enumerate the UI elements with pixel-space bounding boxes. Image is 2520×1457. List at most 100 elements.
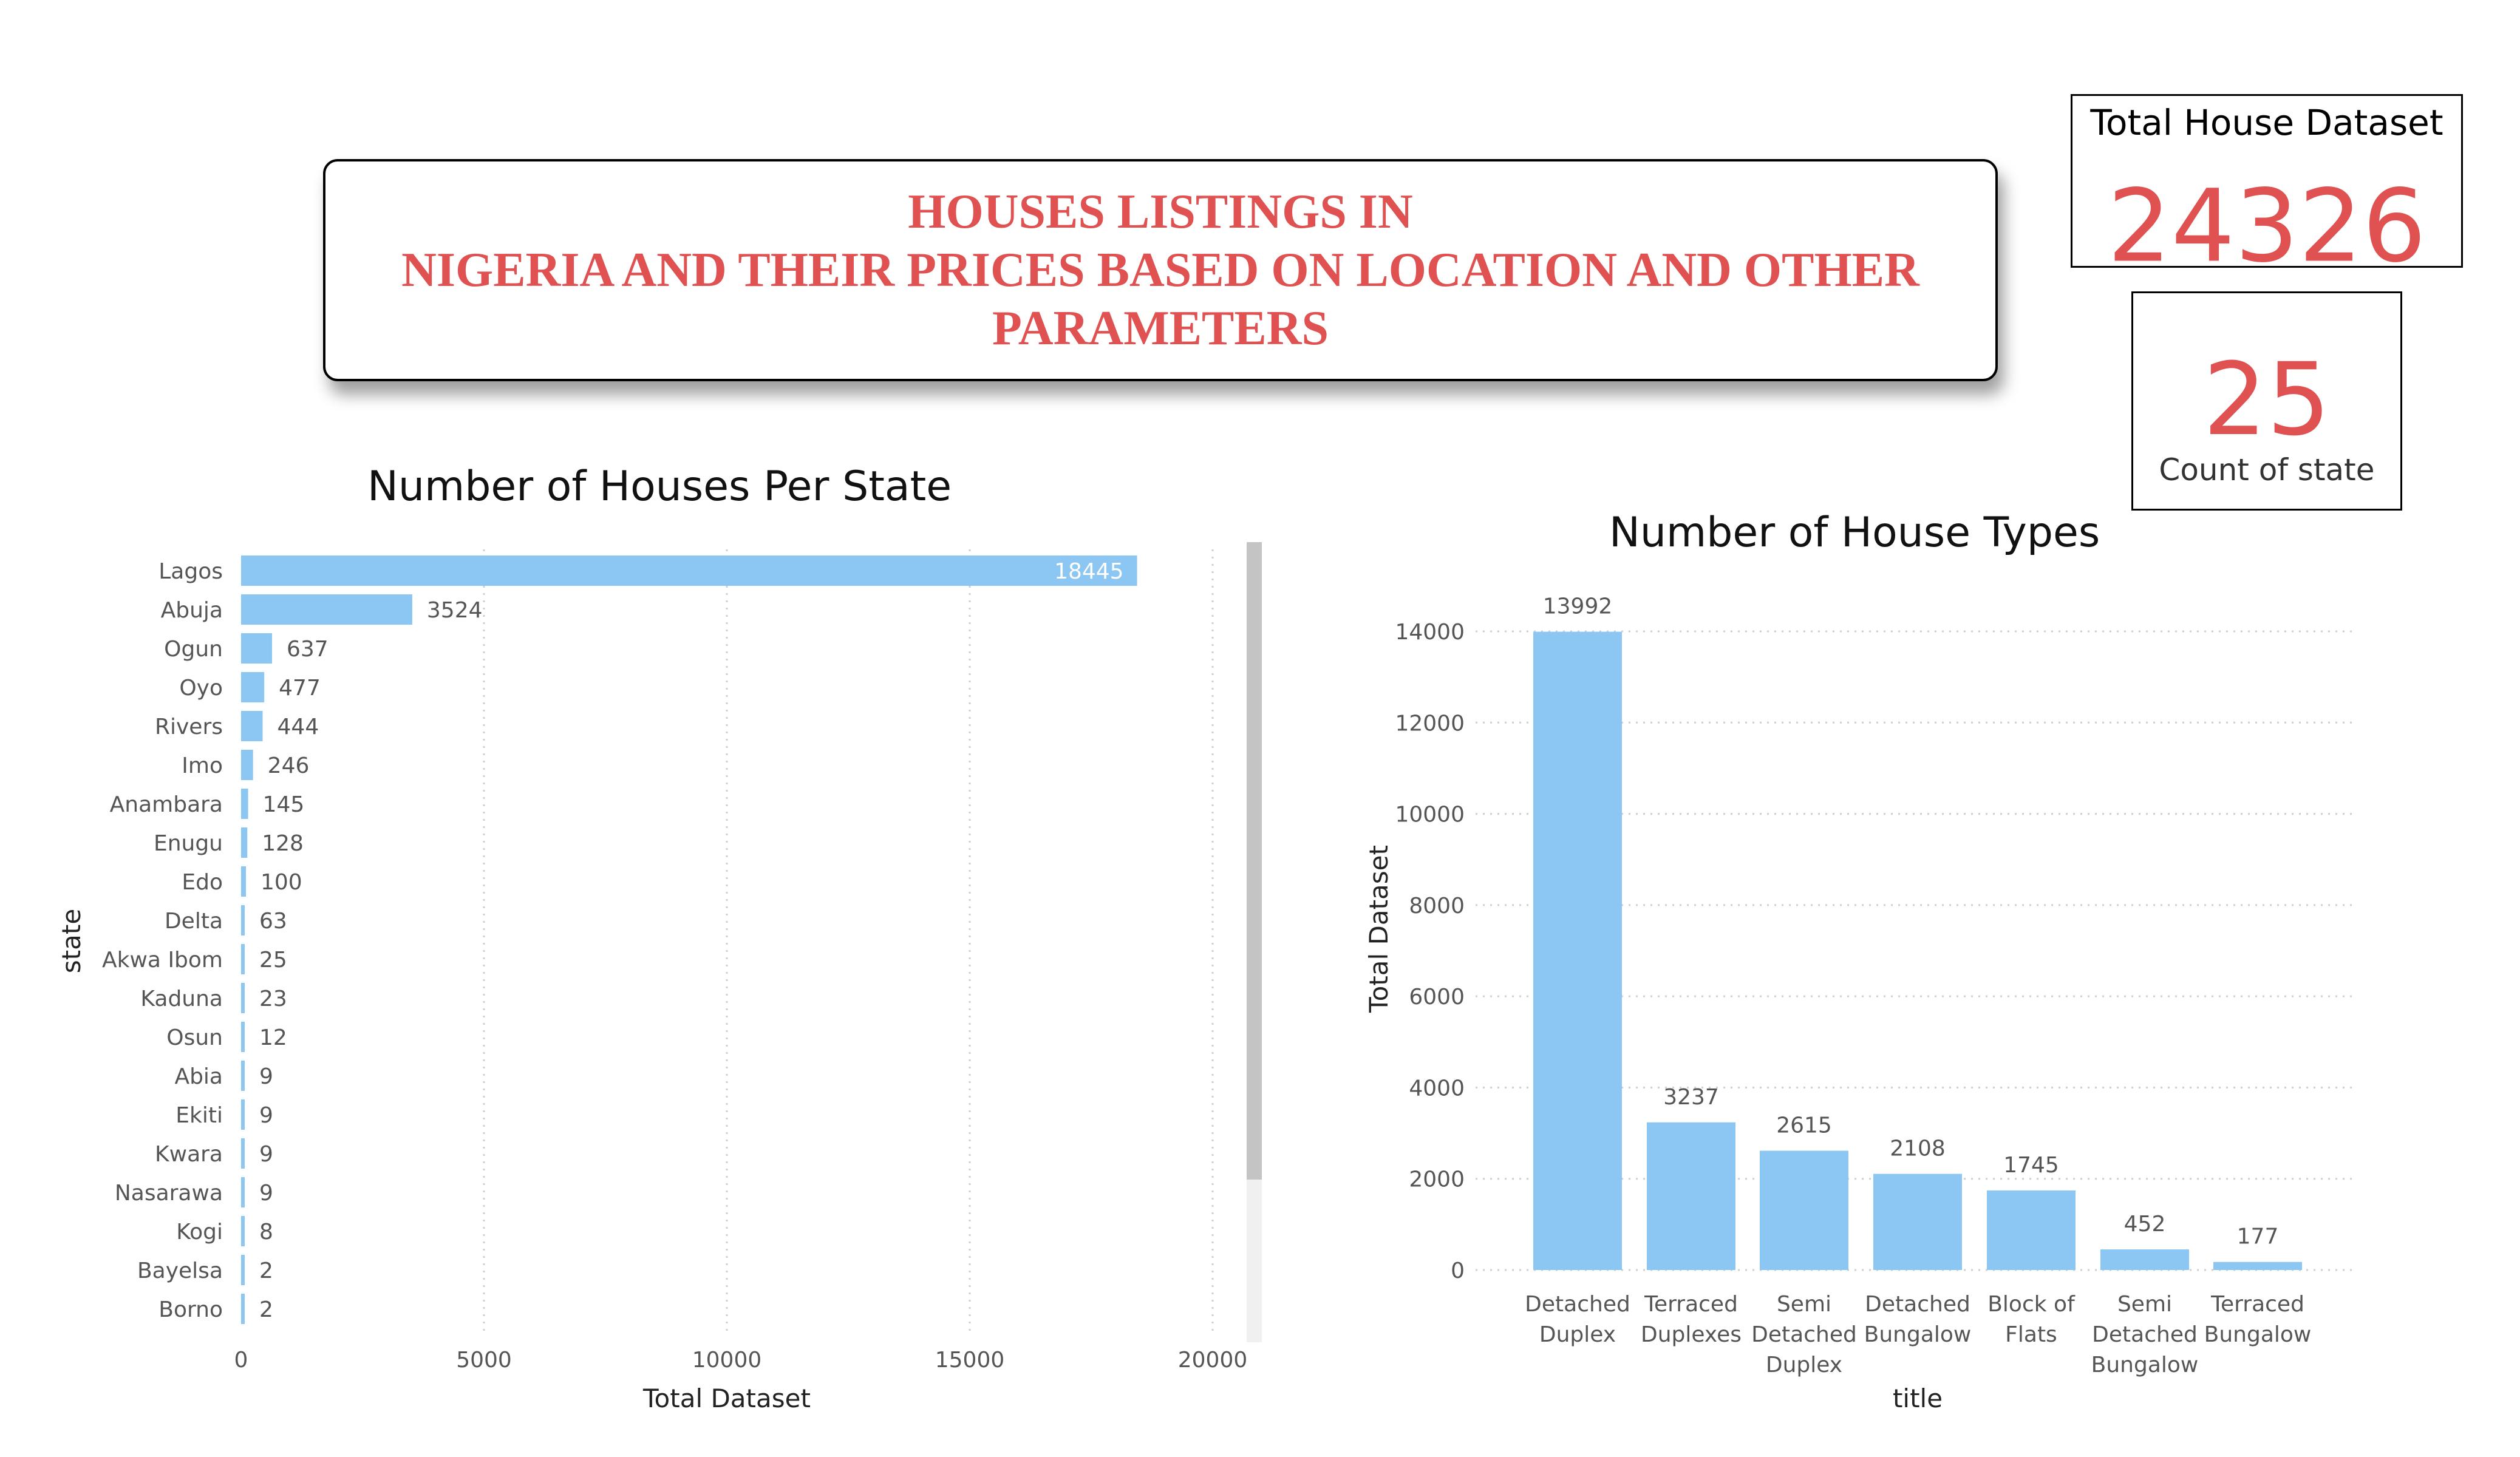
state-bar-delta — [241, 905, 245, 936]
house-type-bar — [1873, 1173, 1962, 1270]
state-bar-nasarawa — [241, 1177, 245, 1207]
state-data-label: 100 — [261, 870, 302, 895]
state-bar-kwara — [241, 1138, 245, 1169]
state-bar-borno — [241, 1294, 245, 1324]
x-tick-label: 20000 — [1178, 1348, 1248, 1373]
y-tick-label: 12000 — [1395, 711, 1465, 736]
house-type-category-label: Duplexes — [1641, 1322, 1742, 1347]
title-line-1: HOUSES LISTINGS IN — [908, 185, 1413, 239]
state-data-label: 18445 — [1054, 559, 1124, 584]
state-category-label: Enugu — [154, 831, 223, 856]
state-category-label: Kwara — [155, 1142, 223, 1167]
x-tick-label: 0 — [234, 1348, 248, 1373]
state-data-label: 9 — [259, 1142, 273, 1167]
type-chart-title: Number of House Types — [1609, 509, 2100, 557]
x-tick-label: 5000 — [456, 1348, 512, 1373]
state-category-label: Ogun — [164, 637, 223, 662]
y-tick-label: 2000 — [1409, 1167, 1465, 1192]
state-data-label: 246 — [268, 753, 310, 778]
house-type-category-label: Detached — [1525, 1292, 1630, 1317]
state-category-label: Rivers — [155, 715, 223, 739]
state-x-axis-title: Total Dataset — [642, 1384, 811, 1413]
house-type-data-label: 2108 — [1890, 1136, 1946, 1161]
state-category-label: Oyo — [179, 676, 223, 701]
state-category-label: Borno — [158, 1297, 223, 1322]
y-tick-label: 10000 — [1395, 803, 1465, 827]
total-house-dataset-value: 24326 — [2107, 168, 2426, 285]
state-bar-rivers — [241, 711, 263, 741]
dashboard-title-box: HOUSES LISTINGS IN NIGERIA AND THEIR PRI… — [323, 159, 1998, 381]
state-bar-enugu — [241, 827, 248, 858]
type-x-axis-title: title — [1893, 1384, 1943, 1413]
state-data-label: 2 — [259, 1258, 273, 1283]
state-bar-abia — [241, 1061, 245, 1091]
house-type-data-label: 177 — [2237, 1224, 2279, 1249]
state-category-label: Akwa Ibom — [102, 948, 223, 973]
state-chart-title: Number of Houses Per State — [367, 463, 952, 511]
state-bar-osun — [241, 1022, 245, 1052]
house-type-bar — [2100, 1249, 2189, 1270]
house-type-bar — [2213, 1262, 2302, 1270]
house-type-data-label: 3237 — [1663, 1085, 1719, 1110]
y-tick-label: 6000 — [1409, 985, 1465, 1010]
state-category-label: Anambara — [110, 792, 223, 817]
house-type-category-label: Semi — [2117, 1292, 2172, 1317]
house-type-data-label: 2615 — [1776, 1113, 1832, 1138]
house-type-category-label: Terraced — [2210, 1292, 2304, 1317]
state-data-label: 9 — [259, 1064, 273, 1089]
state-data-label: 23 — [259, 987, 287, 1011]
state-data-label: 63 — [259, 909, 287, 934]
house-type-category-label: Detached — [1865, 1292, 1970, 1317]
state-bar-kogi — [241, 1216, 245, 1246]
x-tick-label: 10000 — [692, 1348, 762, 1373]
count-of-state-card: 25 Count of state — [2131, 291, 2402, 511]
state-chart-scrollbar-thumb[interactable] — [1247, 542, 1262, 1180]
house-type-category-label: Duplex — [1766, 1353, 1842, 1377]
state-category-label: Kaduna — [140, 987, 223, 1011]
y-tick-label: 0 — [1451, 1258, 1465, 1283]
house-type-category-label: Bungalow — [1864, 1322, 1972, 1347]
state-data-label: 12 — [259, 1025, 287, 1050]
state-data-label: 2 — [259, 1297, 273, 1322]
state-bar-ekiti — [241, 1099, 245, 1130]
state-y-axis-title: state — [56, 909, 86, 973]
house-type-category-label: Detached — [2092, 1322, 2198, 1347]
y-tick-label: 8000 — [1409, 894, 1465, 919]
house-type-bar — [1533, 631, 1622, 1270]
state-bar-lagos — [241, 555, 1137, 586]
state-bar-imo — [241, 750, 253, 780]
state-bar-bayelsa — [241, 1255, 245, 1285]
house-type-bar — [1760, 1150, 1848, 1270]
state-category-label: Lagos — [158, 559, 223, 584]
state-bar-abuja — [241, 594, 412, 625]
state-category-label: Abia — [174, 1064, 223, 1089]
house-type-category-label: Detached — [1751, 1322, 1857, 1347]
state-bar-akwa-ibom — [241, 944, 245, 974]
house-type-bar — [1987, 1190, 2076, 1270]
house-type-data-label: 13992 — [1543, 594, 1613, 619]
house-type-data-label: 452 — [2124, 1212, 2166, 1237]
title-line-3: PARAMETERS — [992, 302, 1329, 355]
state-category-label: Imo — [182, 753, 223, 778]
state-category-label: Edo — [182, 870, 223, 895]
house-type-category-label: Bungalow — [2091, 1353, 2199, 1377]
state-data-label: 9 — [259, 1181, 273, 1206]
title-line-2: NIGERIA AND THEIR PRICES BASED ON LOCATI… — [401, 243, 1919, 297]
state-category-label: Kogi — [176, 1220, 223, 1245]
count-of-state-label: Count of state — [2159, 452, 2375, 487]
state-category-label: Abuja — [161, 598, 223, 623]
state-bar-oyo — [241, 672, 265, 702]
state-category-label: Nasarawa — [115, 1181, 223, 1206]
state-data-label: 128 — [262, 831, 304, 856]
y-tick-label: 14000 — [1395, 620, 1465, 645]
x-tick-label: 15000 — [935, 1348, 1005, 1373]
state-data-label: 637 — [287, 637, 329, 662]
house-type-category-label: Semi — [1777, 1292, 1831, 1317]
house-type-category-label: Flats — [2005, 1322, 2057, 1347]
state-data-label: 3524 — [427, 598, 483, 623]
state-data-label: 145 — [263, 792, 305, 817]
state-bar-ogun — [241, 633, 272, 664]
house-type-category-label: Bungalow — [2204, 1322, 2312, 1347]
